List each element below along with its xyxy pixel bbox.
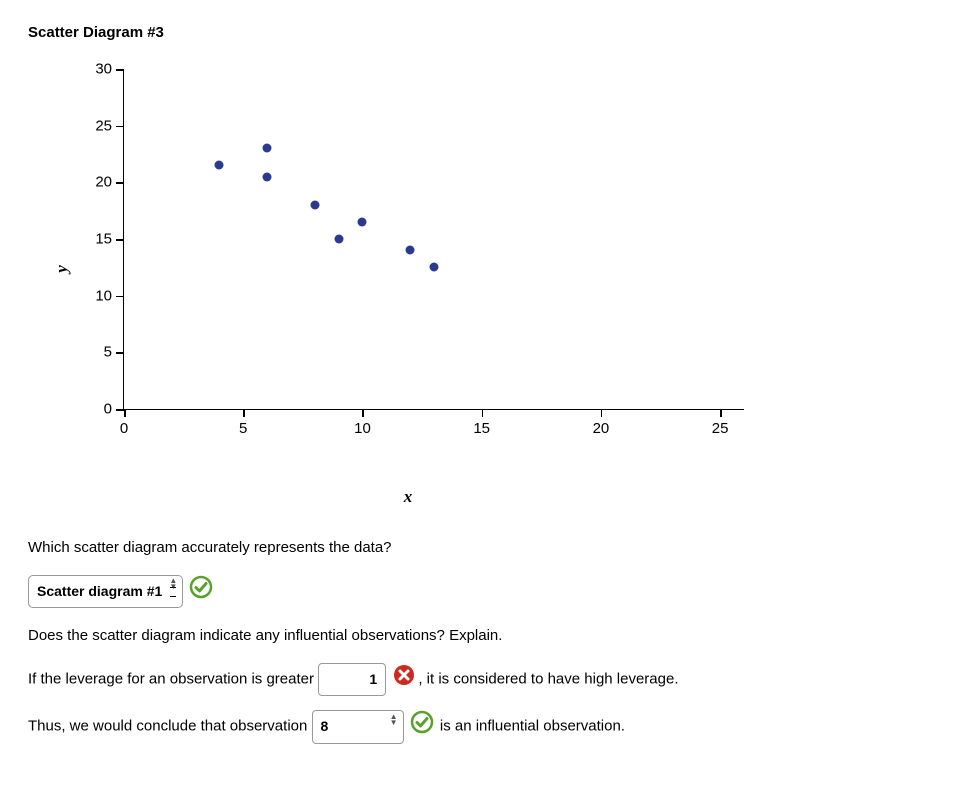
question-1-text: Which scatter diagram accurately represe… bbox=[28, 534, 952, 561]
scatter-diagram-select-value: Scatter diagram #1 bbox=[37, 583, 162, 599]
y-tick bbox=[116, 296, 124, 298]
leverage-input-value: 1 bbox=[369, 671, 377, 687]
x-axis-label: x bbox=[404, 487, 413, 507]
y-axis-label: y bbox=[52, 265, 72, 273]
x-tick-label: 10 bbox=[354, 420, 371, 437]
data-point bbox=[263, 144, 272, 153]
x-icon bbox=[392, 663, 416, 696]
x-tick-label: 15 bbox=[473, 420, 490, 437]
y-tick bbox=[116, 126, 124, 128]
x-tick-label: 25 bbox=[712, 420, 729, 437]
check-icon bbox=[410, 710, 434, 743]
x-tick-label: 20 bbox=[593, 420, 610, 437]
y-tick bbox=[116, 182, 124, 184]
data-point bbox=[358, 218, 367, 227]
scatter-diagram-select[interactable]: Scatter diagram #1 ▲▼ bbox=[28, 575, 183, 608]
x-tick bbox=[482, 409, 484, 417]
page-title: Scatter Diagram #3 bbox=[28, 24, 952, 41]
data-point bbox=[334, 235, 343, 244]
observation-select[interactable]: 8 ▲▼ bbox=[312, 710, 404, 743]
x-tick bbox=[124, 409, 126, 417]
q4-after: is an influential observation. bbox=[440, 718, 625, 735]
check-icon bbox=[189, 575, 213, 608]
question-2-text: Does the scatter diagram indicate any in… bbox=[28, 622, 952, 649]
x-tick bbox=[720, 409, 722, 417]
x-tick-label: 5 bbox=[239, 420, 247, 437]
y-tick-label: 5 bbox=[84, 344, 112, 361]
scatter-chart: y 0510152025300510152025 x bbox=[48, 59, 768, 479]
y-tick bbox=[116, 239, 124, 241]
leverage-input[interactable]: 1 bbox=[318, 663, 386, 696]
x-tick bbox=[243, 409, 245, 417]
y-tick-label: 15 bbox=[84, 231, 112, 248]
y-tick-label: 0 bbox=[84, 401, 112, 418]
y-tick bbox=[116, 352, 124, 354]
data-point bbox=[263, 172, 272, 181]
x-tick bbox=[362, 409, 364, 417]
y-tick-label: 30 bbox=[84, 61, 112, 78]
x-tick-label: 0 bbox=[120, 420, 128, 437]
y-tick-label: 25 bbox=[84, 117, 112, 134]
data-point bbox=[215, 161, 224, 170]
x-tick bbox=[601, 409, 603, 417]
q4-before: Thus, we would conclude that observation bbox=[28, 718, 307, 735]
chart-plot-area: 0510152025300510152025 bbox=[123, 69, 744, 410]
y-tick-label: 20 bbox=[84, 174, 112, 191]
y-tick-label: 10 bbox=[84, 287, 112, 304]
observation-select-value: 8 bbox=[321, 718, 329, 734]
y-tick bbox=[116, 409, 124, 411]
q3-after: , it is considered to have high leverage… bbox=[418, 671, 678, 688]
q3-before: If the leverage for an observation is gr… bbox=[28, 671, 314, 688]
data-point bbox=[430, 263, 439, 272]
data-point bbox=[310, 201, 319, 210]
y-tick bbox=[116, 69, 124, 71]
data-point bbox=[406, 246, 415, 255]
